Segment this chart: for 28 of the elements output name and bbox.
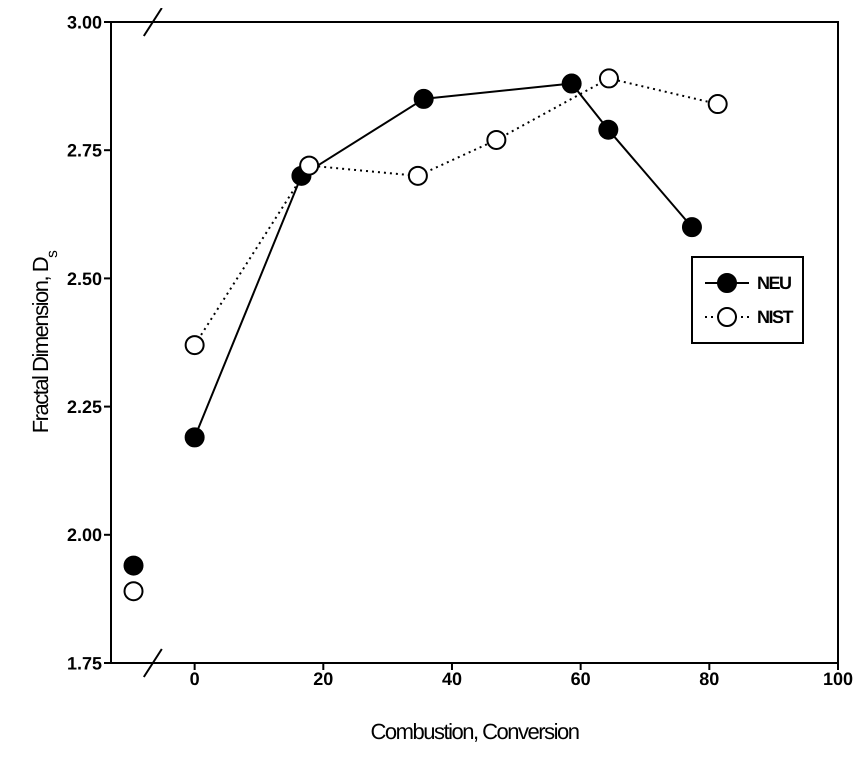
point — [184, 427, 205, 448]
point — [124, 581, 144, 602]
point — [486, 130, 506, 150]
x-tick-label: 20 — [313, 668, 334, 689]
x-axis-title: Combustion, Conversion — [370, 719, 579, 744]
point — [682, 217, 702, 238]
y-tick-label: 2.25 — [66, 396, 102, 417]
y-tick-label: 2.75 — [66, 140, 102, 161]
x-tick-label: 0 — [190, 668, 200, 689]
point — [598, 120, 618, 140]
x-tick-label: 40 — [442, 668, 462, 689]
y-tick-label: 3.00 — [66, 12, 102, 32]
point — [708, 94, 728, 114]
x-tick-label: 100 — [822, 668, 854, 689]
legend-label: NEU — [756, 272, 790, 294]
point — [408, 166, 428, 186]
y-tick-label: 2.00 — [66, 525, 102, 546]
point — [184, 335, 205, 356]
point — [562, 74, 582, 94]
x-tick-label: 80 — [699, 668, 720, 689]
y-tick-label: 1.75 — [66, 653, 102, 674]
x-tick-label: 60 — [570, 668, 591, 689]
point — [299, 156, 320, 176]
point — [598, 68, 619, 88]
legend-label: NIST — [756, 306, 792, 328]
point — [124, 556, 144, 576]
point — [414, 88, 434, 109]
y-tick-label: 2.50 — [66, 268, 102, 289]
